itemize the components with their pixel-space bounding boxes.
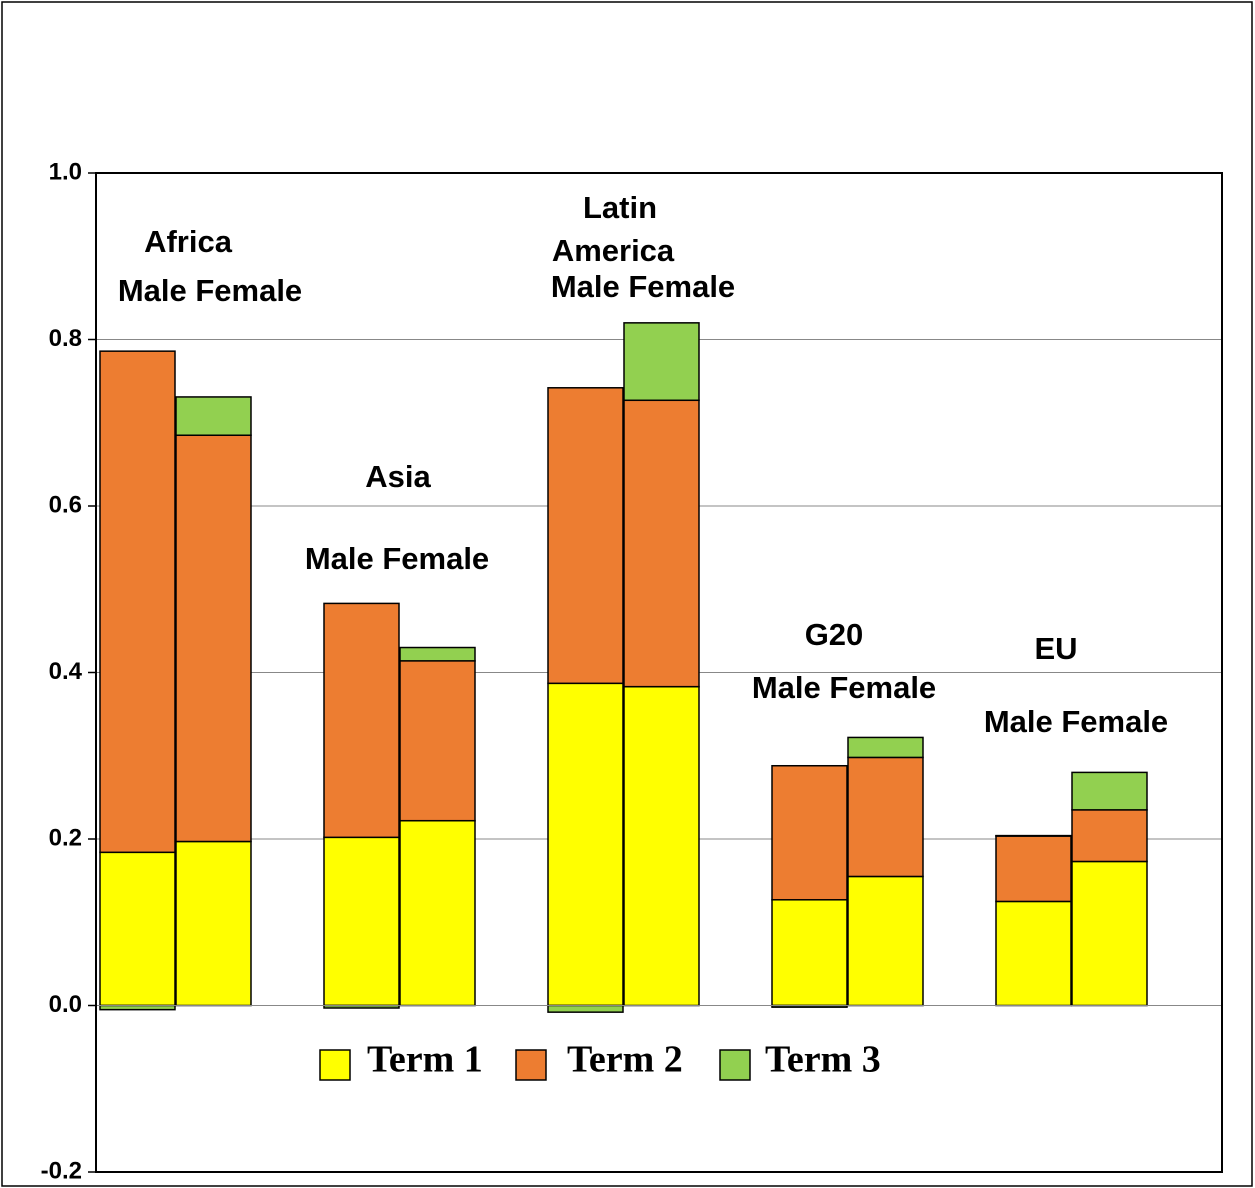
y-tick-label: 0.8	[49, 325, 82, 352]
bar-segment	[99, 851, 176, 1007]
annotation: Asia	[365, 459, 431, 494]
bar-segment	[547, 1004, 624, 1013]
bar-segment	[547, 682, 624, 1007]
bar-segment	[399, 646, 476, 662]
bar-segment	[399, 660, 476, 822]
bar-segment	[995, 834, 1072, 837]
y-tick-label: -0.2	[41, 1157, 82, 1184]
y-tick-label: 0.2	[49, 824, 82, 851]
legend-label: Term 3	[765, 1039, 881, 1081]
bar-segment	[323, 836, 400, 1007]
legend-swatch	[319, 1049, 351, 1081]
annotation: Male Female	[305, 541, 489, 576]
bar-segment	[175, 840, 252, 1007]
plot-border	[95, 172, 1223, 1173]
bar-segment	[99, 1004, 176, 1011]
legend-label: Term 2	[567, 1039, 683, 1081]
legend-swatch	[719, 1049, 751, 1081]
y-tick-label: 0.0	[49, 991, 82, 1018]
bar-segment	[771, 764, 848, 901]
annotation: Male Female	[984, 704, 1168, 739]
y-tick-label: 0.6	[49, 491, 82, 518]
annotation: G20	[805, 617, 864, 652]
annotation: America	[552, 233, 675, 268]
annotation: Male Female	[752, 670, 936, 705]
annotation: Male Female	[551, 269, 735, 304]
bar-segment	[995, 900, 1072, 1007]
bar-segment	[847, 875, 924, 1007]
y-tick-label: 1.0	[49, 158, 82, 185]
annotation: Africa	[144, 224, 233, 259]
bar-segment	[323, 602, 400, 839]
bar-segment	[547, 387, 624, 685]
bar-segment	[623, 399, 700, 688]
bar-segment	[1071, 809, 1148, 863]
annotation: Latin	[583, 190, 657, 225]
annotation: Male Female	[118, 273, 302, 308]
bar-segment	[623, 685, 700, 1007]
legend-swatch	[515, 1049, 547, 1081]
y-tick-label: 0.4	[49, 658, 83, 685]
bar-segment	[175, 396, 252, 436]
bar-segment	[399, 819, 476, 1007]
legend-label: Term 1	[367, 1039, 483, 1081]
bar-segment	[1071, 860, 1148, 1007]
bar-segment	[623, 322, 700, 402]
bar-segment	[847, 756, 924, 878]
bar-segment	[99, 350, 176, 854]
bar-segment	[771, 899, 848, 1007]
bar-segment	[1071, 771, 1148, 811]
bar-segment	[995, 834, 1072, 903]
bar-segment	[175, 434, 252, 843]
annotation: EU	[1034, 631, 1077, 666]
bar-segment	[847, 736, 924, 759]
